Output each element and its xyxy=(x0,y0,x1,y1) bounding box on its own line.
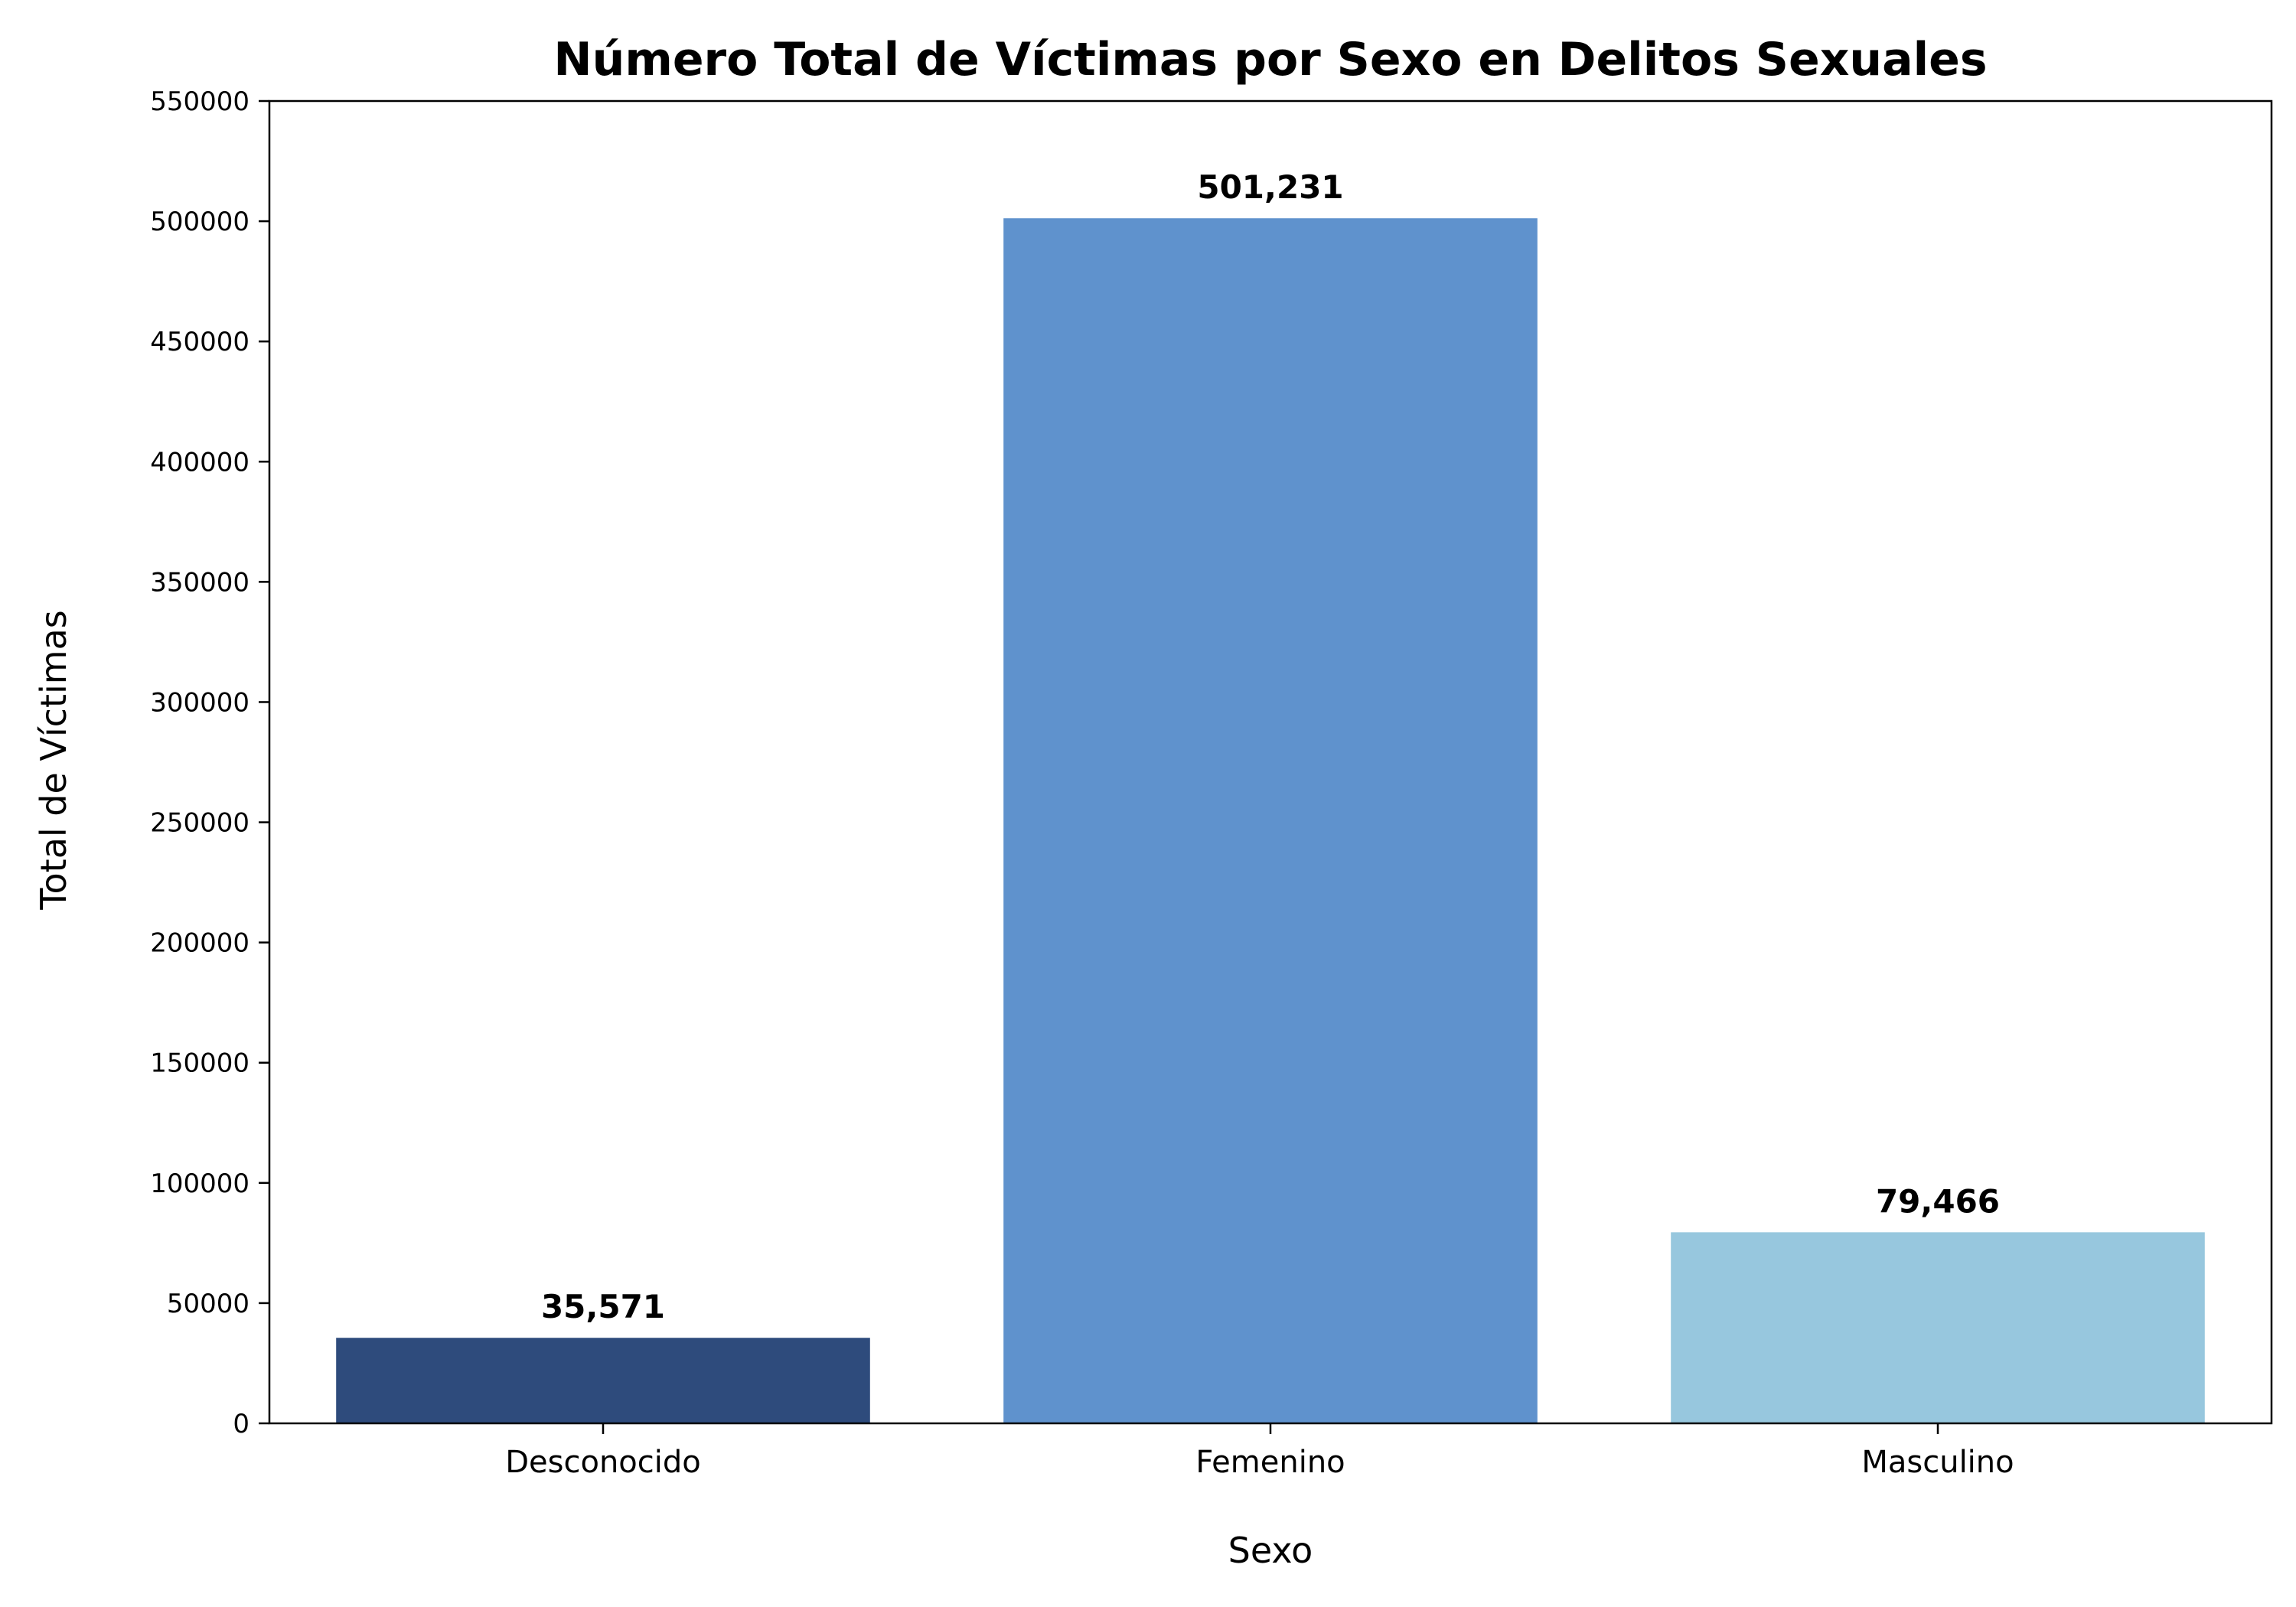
y-tick-label: 50000 xyxy=(167,1289,249,1319)
data-label: 79,466 xyxy=(1876,1182,2000,1220)
x-tick-label: Masculino xyxy=(1861,1445,2014,1480)
x-tick-label: Femenino xyxy=(1195,1445,1345,1480)
x-axis-label: Sexo xyxy=(1228,1530,1313,1571)
y-tick-label: 200000 xyxy=(150,928,249,959)
y-tick-label: 150000 xyxy=(150,1048,249,1079)
y-tick-label: 100000 xyxy=(150,1169,249,1199)
plot-frame xyxy=(268,99,2273,1425)
plot-area: 0 50000 100000 150000 200000 250000 300000 3500… xyxy=(150,86,2273,1480)
y-tick-label: 0 xyxy=(233,1409,249,1439)
y-tick-label: 500000 xyxy=(150,207,249,237)
bar-femenino xyxy=(1003,218,1538,1423)
data-label: 501,231 xyxy=(1197,168,1343,206)
y-tick-label: 400000 xyxy=(150,447,249,478)
chart-title: Número Total de Víctimas por Sexo en Del… xyxy=(553,33,1987,86)
data-label: 35,571 xyxy=(541,1288,665,1325)
bar-masculino xyxy=(1671,1232,2205,1423)
bar-desconocido xyxy=(336,1338,870,1423)
y-axis-label: Total de Víctimas xyxy=(33,610,74,911)
x-tick-label: Desconocido xyxy=(505,1445,701,1480)
y-tick-label: 250000 xyxy=(150,808,249,839)
y-tick-label: 550000 xyxy=(150,86,249,117)
y-tick-label: 350000 xyxy=(150,567,249,598)
y-tick-label: 300000 xyxy=(150,687,249,718)
y-tick-label: 450000 xyxy=(150,327,249,357)
